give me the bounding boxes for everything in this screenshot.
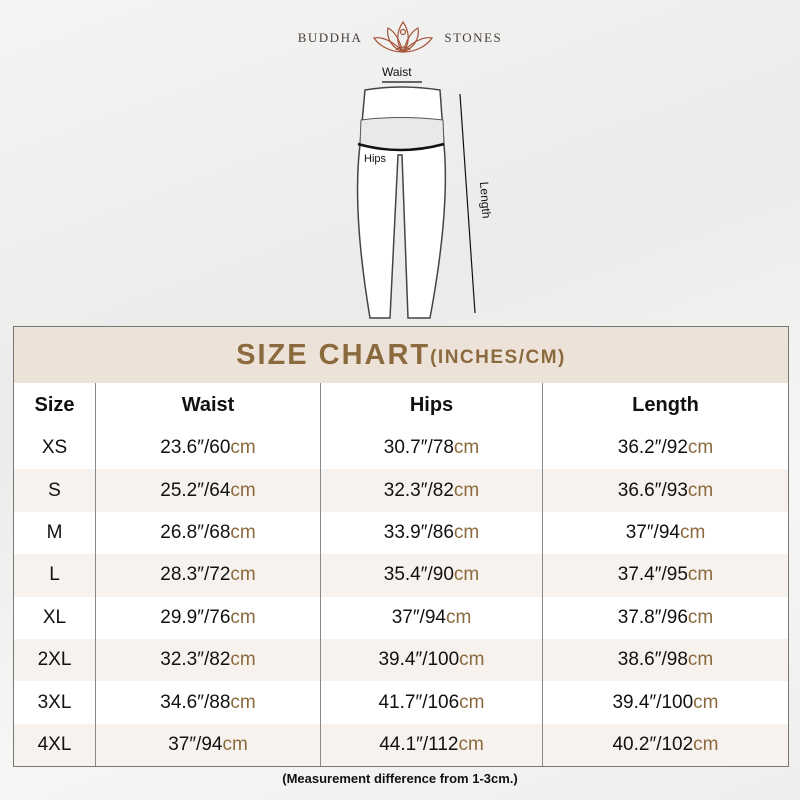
waist-label: Waist (382, 65, 412, 79)
table-row: 4XL 37″/94 cm 44.1″/112 cm 40.2″/102 cm (14, 723, 788, 767)
col-waist: Waist (95, 383, 320, 427)
waist-cell: 26.8″/68 cm (95, 511, 320, 555)
length-cell: 39.4″/100 cm (542, 681, 788, 724)
hips-cell: 39.4″/100 cm (320, 638, 542, 682)
size-cell: XS (41, 437, 68, 459)
waist-cell: 34.6″/88 cm (95, 681, 320, 724)
hips-cell: 32.3″/82 cm (320, 469, 542, 512)
hips-label: Hips (364, 153, 387, 165)
units-text: (INCHES/CM) (430, 346, 566, 368)
length-label: Length (477, 181, 494, 219)
hips-cell: 41.7″/106 cm (320, 681, 542, 724)
hips-cell: 44.1″/112 cm (320, 723, 542, 767)
hips-cell: 33.9″/86 cm (320, 511, 542, 555)
col-hips: Hips (320, 383, 542, 427)
size-cell: 2XL (37, 649, 72, 671)
header-row: Size Waist Hips Length (14, 383, 788, 427)
length-cell: 37″/94 cm (542, 511, 788, 555)
size-cell: M (46, 521, 63, 543)
title-text: SIZE CHART (236, 338, 431, 371)
lotus-icon (373, 20, 434, 53)
size-cell: 4XL (37, 733, 72, 755)
col-length: Length (542, 383, 788, 427)
size-cell: L (49, 564, 60, 586)
table-row: XS 23.6″/60 cm 30.7″/78 cm 36.2″/92 cm (14, 427, 788, 470)
length-cell: 40.2″/102 cm (542, 723, 788, 767)
col-size: Size (34, 393, 75, 416)
length-cell: 38.6″/98 cm (542, 638, 788, 682)
waist-cell: 37″/94 cm (95, 723, 320, 767)
waist-cell: 25.2″/64 cm (95, 469, 320, 512)
size-cell: S (48, 479, 61, 501)
length-cell: 36.6″/93 cm (542, 469, 788, 512)
waist-cell: 29.9″/76 cm (95, 596, 320, 639)
length-cell: 37.4″/95 cm (542, 554, 788, 597)
length-cell: 37.8″/96 cm (542, 596, 788, 639)
size-cell: XL (42, 606, 67, 628)
hips-cell: 37″/94 cm (320, 596, 542, 639)
table-title: SIZE CHART (INCHES/CM) (14, 327, 788, 383)
footer-note: (Measurement difference from 1-3cm.) (282, 771, 518, 786)
waist-cell: 28.3″/72 cm (95, 554, 320, 597)
waist-cell: 32.3″/82 cm (95, 638, 320, 682)
hips-cell: 30.7″/78 cm (320, 427, 542, 470)
waist-cell: 23.6″/60 cm (95, 427, 320, 470)
leggings-diagram: Waist Hips Length (356, 65, 494, 319)
table-row: XL 29.9″/76 cm 37″/94 cm 37.8″/96 cm (14, 596, 788, 639)
brand-logo: BUDDHA STONES (0, 18, 800, 58)
table-row: S 25.2″/64 cm 32.3″/82 cm 36.6″/93 cm (14, 469, 788, 512)
length-cell: 36.2″/92 cm (542, 427, 788, 470)
table-row: 3XL 34.6″/88 cm 41.7″/106 cm 39.4″/100 cm (14, 681, 788, 724)
table-row: 2XL 32.3″/82 cm 39.4″/100 cm 38.6″/98 cm (14, 638, 788, 682)
table-row: M 26.8″/68 cm 33.9″/86 cm 37″/94 cm (14, 511, 788, 555)
brand-left: BUDDHA (297, 30, 363, 45)
table-row: L 28.3″/72 cm 35.4″/90 cm 37.4″/95 cm (14, 554, 788, 597)
size-cell: 3XL (37, 691, 72, 713)
size-chart-table: SIZE CHART (INCHES/CM) Size Waist Hips Le… (13, 326, 789, 768)
hips-cell: 35.4″/90 cm (320, 554, 542, 597)
brand-right: STONES (444, 30, 503, 45)
